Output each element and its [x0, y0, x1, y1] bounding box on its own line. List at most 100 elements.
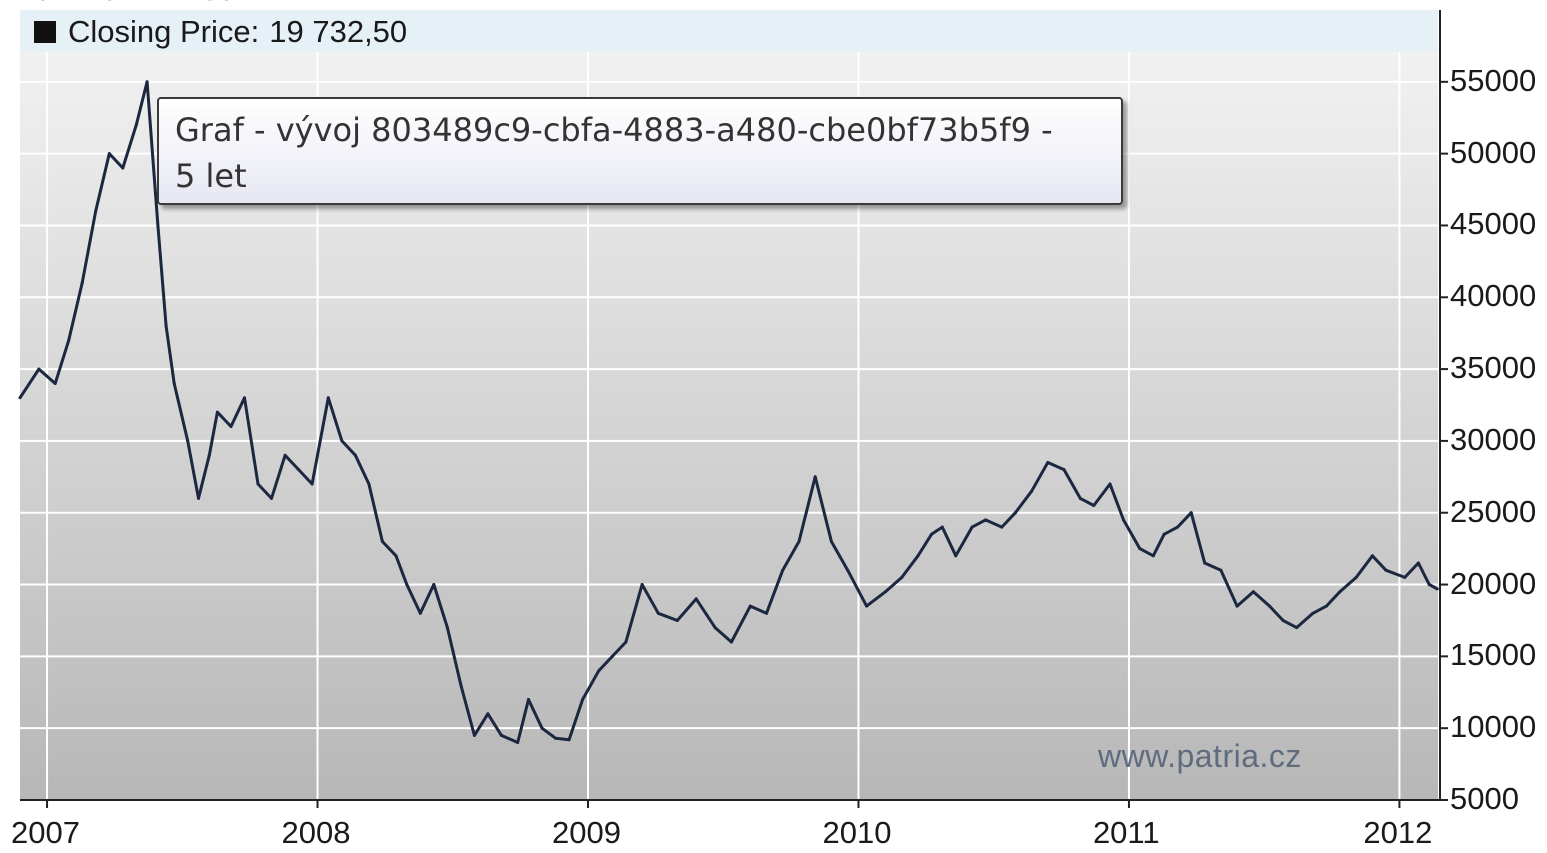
data-point: [405, 583, 409, 586]
data-point: [207, 453, 211, 457]
data-point: [1138, 547, 1142, 551]
data-point: [1108, 482, 1112, 486]
y-tick-label: 15000: [1450, 637, 1537, 673]
data-point: [713, 626, 717, 630]
data-point: [156, 224, 160, 227]
data-point: [610, 654, 614, 658]
data-point: [459, 683, 463, 687]
data-point: [326, 396, 330, 400]
data-point: [1311, 611, 1315, 615]
data-point: [813, 475, 817, 479]
legend-swatch: [34, 21, 56, 43]
data-point: [1281, 619, 1285, 622]
x-tick-label: 2009: [552, 815, 621, 850]
data-point: [134, 123, 138, 127]
data-point: [916, 554, 920, 558]
x-tick-label: 2012: [1363, 815, 1433, 850]
tick-marks: [46, 80, 1448, 808]
y-tick-label: 5000: [1450, 781, 1519, 816]
data-point: [197, 496, 200, 500]
data-point: [1338, 590, 1342, 594]
data-point: [432, 583, 436, 586]
data-point: [37, 367, 41, 371]
y-tick-label: 45000: [1450, 206, 1537, 242]
data-point: [1427, 583, 1431, 586]
data-point: [554, 736, 557, 740]
data-point: [640, 583, 644, 586]
data-point: [486, 712, 490, 716]
y-tick-label: 50000: [1450, 134, 1537, 170]
data-point: [243, 396, 246, 400]
data-point: [394, 554, 398, 558]
data-point: [940, 525, 944, 529]
data-point: [1092, 504, 1096, 507]
data-point: [283, 453, 287, 457]
data-point: [1046, 461, 1050, 464]
data-point: [1295, 626, 1299, 630]
data-point: [884, 590, 887, 594]
data-point: [516, 741, 520, 744]
data-point: [1435, 587, 1439, 591]
data-point: [367, 482, 371, 486]
series-group: [18, 80, 1439, 744]
data-point: [310, 482, 314, 486]
data-point: [527, 698, 530, 701]
data-point: [270, 496, 273, 500]
y-tick-label: 10000: [1450, 709, 1537, 745]
data-point: [380, 540, 384, 543]
data-point: [256, 482, 260, 486]
y-tick-label: 25000: [1450, 493, 1537, 529]
legend-band: [20, 10, 1438, 52]
data-point: [145, 80, 149, 84]
data-point: [694, 597, 698, 601]
data-point: [1000, 525, 1004, 529]
data-point: [172, 382, 176, 385]
data-point: [765, 611, 768, 615]
x-tick-label: 2011: [1092, 815, 1160, 850]
data-point: [954, 554, 958, 558]
legend: Closing Price: 19 732,50: [34, 14, 407, 50]
y-tick-label: 40000: [1450, 278, 1537, 314]
data-point: [865, 604, 869, 608]
data-point: [353, 453, 357, 457]
y-tick-label: 55000: [1450, 62, 1537, 98]
tooltip-line-1: Graf - vývoj 803489c9-cbfa-4883-a480-cbe…: [175, 111, 1053, 149]
data-point: [581, 698, 585, 701]
data-point: [1251, 590, 1255, 594]
y-tick-label: 20000: [1450, 565, 1537, 601]
data-point: [53, 382, 57, 385]
data-point: [1354, 575, 1358, 579]
data-point: [1219, 568, 1223, 572]
data-point: [67, 338, 71, 342]
x-tick-label: 2007: [11, 815, 81, 850]
tooltip: Graf - vývoj 803489c9-cbfa-4883-a480-cbe…: [157, 97, 1123, 205]
data-point: [567, 738, 571, 742]
data-point: [1078, 496, 1082, 500]
closing-price-line: [18, 80, 1439, 744]
data-point: [748, 604, 752, 608]
data-point: [418, 611, 422, 615]
data-point: [1013, 511, 1017, 515]
x-tick-label: 2010: [822, 815, 892, 850]
data-point: [729, 640, 733, 644]
y-tick-label: 30000: [1450, 421, 1537, 457]
data-point: [1416, 561, 1420, 565]
data-point: [499, 733, 503, 737]
x-tick-label: 2008: [281, 815, 351, 850]
data-point: [340, 439, 344, 443]
data-point: [1235, 604, 1239, 608]
data-point: [930, 532, 933, 536]
data-point: [472, 733, 476, 737]
data-point: [94, 209, 98, 213]
data-point: [164, 324, 168, 328]
y-tick-label: 35000: [1450, 350, 1537, 386]
data-point: [215, 410, 219, 414]
data-point: [829, 540, 833, 543]
header-date: 20.2.2012 22:58: [18, 0, 235, 8]
data-point: [984, 518, 988, 522]
data-point: [781, 568, 785, 572]
data-point: [1370, 554, 1374, 558]
data-point: [1203, 561, 1207, 565]
data-point: [970, 525, 974, 529]
